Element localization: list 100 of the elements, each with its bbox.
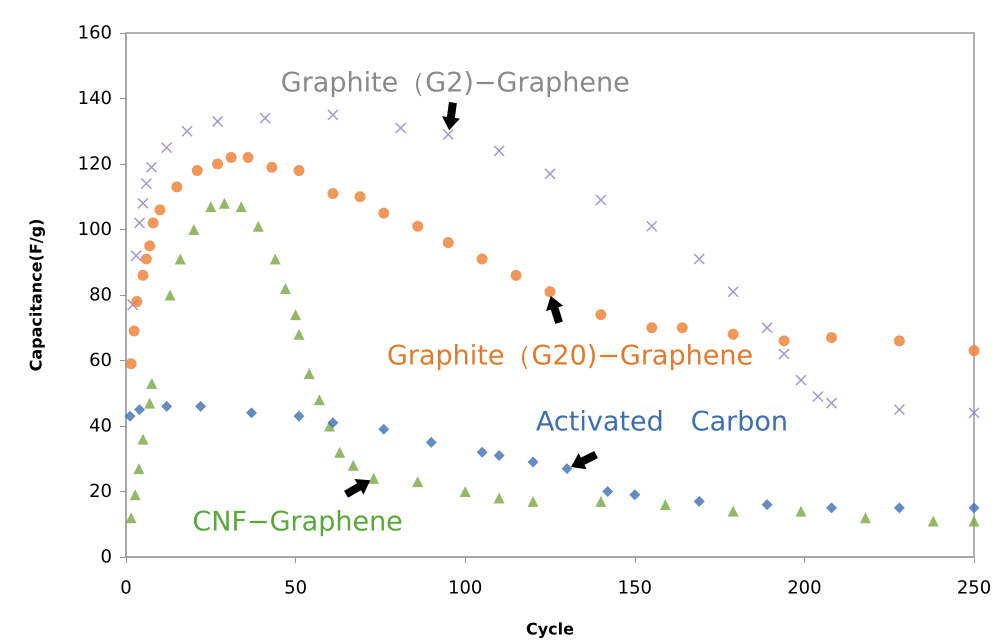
point bbox=[412, 220, 424, 232]
point bbox=[195, 400, 206, 412]
y-tick-label: 140 bbox=[78, 88, 112, 109]
point bbox=[694, 496, 705, 507]
y-tick-label: 60 bbox=[89, 350, 112, 371]
point bbox=[126, 512, 137, 524]
point bbox=[314, 394, 325, 406]
y-tick-label: 0 bbox=[100, 546, 112, 568]
point bbox=[327, 188, 338, 199]
y-tick-label: 100 bbox=[78, 219, 112, 240]
point bbox=[629, 489, 640, 500]
point bbox=[561, 463, 572, 474]
point bbox=[327, 417, 338, 428]
point bbox=[327, 109, 339, 121]
point bbox=[205, 201, 216, 212]
point bbox=[544, 286, 556, 298]
point bbox=[137, 270, 148, 281]
point bbox=[602, 486, 614, 497]
point bbox=[140, 178, 152, 190]
point bbox=[137, 434, 148, 445]
x-tick-label: 200 bbox=[787, 578, 822, 598]
point bbox=[266, 162, 278, 173]
point bbox=[493, 145, 505, 157]
point bbox=[236, 201, 247, 212]
point bbox=[595, 309, 606, 320]
point bbox=[212, 158, 224, 170]
point bbox=[171, 181, 182, 192]
annotation: Graphite（G2)−Graphene bbox=[280, 67, 630, 98]
point bbox=[761, 322, 773, 334]
point bbox=[137, 198, 149, 210]
point bbox=[294, 165, 304, 176]
point bbox=[130, 250, 142, 262]
point bbox=[694, 253, 705, 265]
x-tick-label: 0 bbox=[120, 578, 132, 598]
point bbox=[181, 126, 193, 137]
point bbox=[728, 506, 739, 517]
point bbox=[174, 253, 186, 264]
annotation: Activated Carbon bbox=[536, 406, 788, 438]
y-tick-label: 160 bbox=[78, 22, 112, 44]
point bbox=[412, 476, 424, 488]
point bbox=[246, 407, 258, 418]
y-axis-title: Capacitance(F/g) bbox=[26, 218, 46, 372]
point bbox=[128, 326, 140, 337]
y-tick-label: 120 bbox=[78, 154, 112, 174]
x-tick-label: 50 bbox=[284, 578, 308, 598]
point bbox=[164, 290, 176, 300]
point bbox=[968, 515, 980, 526]
x-axis-title: Cycle bbox=[526, 620, 574, 638]
point bbox=[778, 335, 790, 346]
point bbox=[476, 446, 488, 458]
point bbox=[146, 378, 158, 389]
point bbox=[826, 397, 838, 409]
point bbox=[595, 496, 606, 507]
point bbox=[494, 492, 505, 504]
point bbox=[212, 116, 224, 128]
point bbox=[252, 220, 264, 232]
point bbox=[242, 152, 254, 163]
point bbox=[395, 122, 406, 134]
point bbox=[894, 335, 905, 346]
point bbox=[259, 112, 271, 124]
point bbox=[134, 217, 146, 229]
y-tick-label: 80 bbox=[89, 284, 112, 306]
point bbox=[188, 224, 200, 235]
point bbox=[144, 398, 156, 409]
point bbox=[293, 328, 304, 340]
point bbox=[812, 390, 824, 402]
point bbox=[290, 309, 302, 320]
point bbox=[134, 404, 146, 416]
point bbox=[510, 270, 522, 281]
point bbox=[133, 463, 144, 474]
point bbox=[796, 506, 807, 517]
annotation: Graphite（G20)−Graphene bbox=[386, 340, 754, 372]
point bbox=[293, 410, 304, 422]
y-tick-label: 40 bbox=[89, 416, 112, 436]
point bbox=[144, 240, 156, 252]
point bbox=[762, 499, 773, 510]
point bbox=[124, 410, 136, 422]
point bbox=[544, 168, 556, 180]
point bbox=[595, 194, 607, 206]
y-tick-label: 20 bbox=[89, 481, 112, 502]
point bbox=[218, 198, 230, 209]
point bbox=[378, 208, 390, 219]
point bbox=[368, 472, 380, 484]
point bbox=[148, 217, 159, 228]
point bbox=[778, 348, 790, 360]
point bbox=[160, 142, 172, 154]
point bbox=[378, 424, 390, 435]
point bbox=[646, 322, 658, 334]
point bbox=[161, 400, 172, 412]
point bbox=[826, 502, 838, 514]
point bbox=[270, 253, 281, 264]
point bbox=[928, 515, 939, 526]
point bbox=[354, 191, 366, 202]
point bbox=[494, 450, 505, 461]
point bbox=[348, 460, 359, 471]
x-tick-label: 250 bbox=[956, 578, 992, 598]
point bbox=[676, 322, 688, 334]
point bbox=[426, 436, 437, 448]
point bbox=[131, 296, 142, 308]
point bbox=[968, 345, 980, 356]
